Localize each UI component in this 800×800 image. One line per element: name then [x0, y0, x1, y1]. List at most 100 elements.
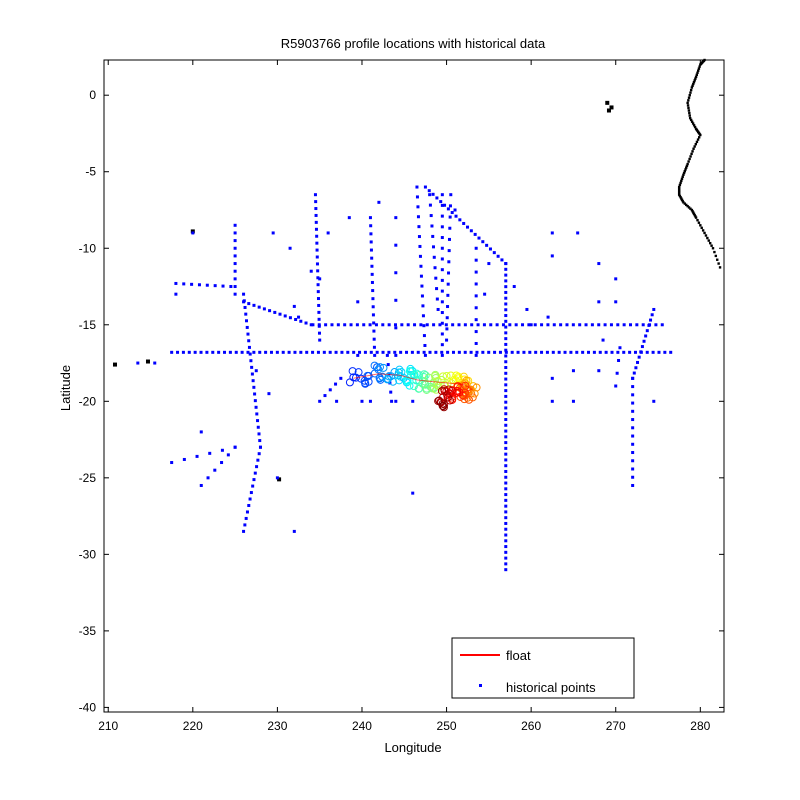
coastline-point	[707, 239, 710, 242]
coastline-point	[678, 194, 682, 198]
historical-point	[474, 270, 478, 274]
historical-point	[416, 350, 420, 354]
historical-point	[525, 307, 529, 311]
historical-point	[347, 216, 351, 220]
float-track-layer	[345, 361, 481, 412]
coastline-point	[695, 73, 698, 76]
coastline-point	[716, 258, 719, 261]
float-profile-point	[446, 371, 455, 380]
historical-point	[631, 467, 635, 471]
coastline-point	[708, 241, 712, 245]
historical-point	[504, 516, 508, 520]
historical-point	[271, 231, 275, 235]
historical-point	[504, 452, 508, 456]
historical-point	[233, 262, 237, 266]
historical-point	[645, 350, 649, 354]
historical-point	[393, 323, 397, 327]
coastline-point	[688, 116, 692, 120]
historical-point	[247, 503, 251, 507]
float-profile-point	[430, 371, 439, 380]
historical-point	[504, 342, 508, 346]
historical-point	[317, 303, 321, 307]
historical-point	[242, 292, 246, 296]
historical-point	[475, 350, 479, 354]
historical-point	[559, 323, 563, 327]
historical-point	[628, 350, 632, 354]
historical-point	[504, 314, 508, 318]
coastline-point	[680, 179, 683, 183]
historical-point	[641, 323, 645, 327]
historical-point	[654, 323, 658, 327]
coastline-point	[700, 226, 703, 230]
historical-point	[358, 350, 362, 354]
coastline-point	[686, 104, 690, 107]
historical-point	[495, 323, 499, 327]
historical-point	[334, 382, 338, 386]
coastline-point	[703, 231, 706, 235]
historical-point	[504, 493, 508, 497]
coastline-point	[711, 247, 715, 250]
chart-title: R5903766 profile locations with historic…	[281, 36, 546, 51]
historical-point	[187, 350, 191, 354]
historical-point	[315, 234, 319, 238]
historical-point	[565, 323, 569, 327]
historical-point	[346, 350, 350, 354]
historical-point	[631, 442, 635, 446]
historical-point	[288, 316, 292, 320]
historical-point	[504, 446, 508, 450]
historical-point	[206, 476, 210, 480]
historical-point	[504, 354, 508, 358]
historical-point	[571, 323, 575, 327]
historical-point	[449, 193, 453, 197]
coastline-point	[694, 215, 697, 218]
historical-point	[255, 412, 259, 416]
historical-point	[431, 192, 435, 196]
historical-point	[430, 224, 434, 228]
historical-point	[483, 292, 487, 296]
historical-point	[631, 376, 635, 380]
float-profile-point	[363, 371, 372, 380]
y-tick-label: -20	[79, 394, 97, 408]
float-profile-point	[432, 380, 441, 389]
historical-point	[534, 350, 538, 354]
historical-point	[660, 323, 664, 327]
historical-point	[297, 315, 301, 319]
float-profile-point	[364, 377, 373, 386]
historical-point	[400, 323, 404, 327]
coastline-point	[692, 80, 696, 84]
historical-point	[448, 226, 452, 230]
historical-point	[370, 280, 374, 284]
historical-point	[504, 568, 508, 572]
coastline-point	[717, 262, 720, 265]
historical-point	[394, 243, 398, 247]
historical-point	[355, 323, 359, 327]
historical-point	[545, 350, 549, 354]
historical-point	[381, 323, 385, 327]
historical-point	[314, 213, 318, 217]
historical-point	[650, 313, 654, 317]
historical-point	[540, 323, 544, 327]
historical-point	[474, 282, 478, 286]
coastline-point	[683, 170, 687, 173]
historical-point	[252, 385, 256, 389]
historical-point	[631, 393, 635, 397]
float-profile-point	[437, 386, 446, 395]
historical-point	[614, 300, 618, 304]
historical-point	[421, 314, 425, 318]
historical-point	[233, 285, 237, 289]
float-profile-point	[414, 384, 423, 393]
historical-point	[422, 324, 426, 328]
historical-point	[431, 234, 435, 238]
historical-point	[489, 323, 493, 327]
coastline-point	[693, 79, 696, 82]
historical-point	[501, 323, 505, 327]
historical-point	[447, 237, 451, 241]
float-profile-point	[345, 378, 354, 387]
historical-point	[504, 481, 508, 485]
historical-point	[436, 307, 440, 311]
historical-point	[510, 350, 514, 354]
historical-point	[533, 323, 537, 327]
float-profile-point	[432, 385, 441, 394]
historical-point	[637, 355, 641, 359]
historical-point	[253, 399, 257, 403]
